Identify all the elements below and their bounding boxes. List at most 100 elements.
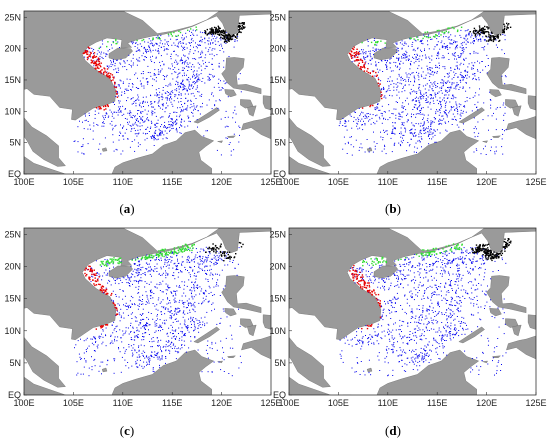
red-point: [103, 67, 105, 69]
blue-point: [193, 303, 195, 305]
blue-point: [445, 104, 447, 106]
blue-point: [145, 301, 147, 303]
blue-point: [94, 336, 96, 338]
green-point: [147, 256, 149, 258]
green-point: [163, 255, 165, 258]
blue-point: [190, 100, 192, 102]
blue-point: [416, 108, 418, 110]
blue-point: [109, 267, 111, 269]
blue-point: [214, 261, 216, 263]
blue-point: [195, 82, 196, 84]
blue-point: [204, 57, 206, 59]
blue-point: [393, 127, 395, 129]
blue-point: [456, 85, 458, 87]
blue-point: [187, 70, 189, 71]
blue-point: [450, 296, 452, 298]
blue-point: [453, 77, 455, 78]
blue-point: [182, 84, 184, 86]
blue-point: [448, 38, 450, 40]
blue-point: [215, 264, 217, 265]
blue-point: [171, 124, 173, 126]
blue-point: [141, 280, 143, 282]
blue-point: [177, 97, 179, 99]
land-malaya: [24, 336, 66, 388]
blue-point: [389, 76, 391, 78]
blue-point: [121, 356, 123, 358]
blue-point: [149, 324, 151, 326]
blue-point: [454, 109, 456, 111]
blue-point: [376, 335, 378, 337]
blue-point: [166, 96, 168, 98]
blue-point: [398, 91, 400, 93]
blue-point: [414, 132, 416, 133]
blue-point: [223, 80, 225, 82]
blue-point: [161, 306, 163, 308]
blue-point: [472, 78, 474, 80]
blue-point: [405, 100, 406, 102]
blue-point: [188, 298, 190, 300]
red-point: [376, 74, 378, 76]
green-point: [183, 248, 185, 250]
blue-point: [162, 272, 164, 274]
blue-point: [158, 71, 160, 73]
blue-point: [421, 285, 423, 287]
blue-point: [419, 84, 421, 86]
blue-point: [80, 146, 82, 148]
blue-point: [92, 276, 94, 278]
blue-point: [213, 294, 215, 296]
blue-point: [189, 274, 191, 276]
blue-point: [216, 149, 218, 151]
land-mindanao: [506, 116, 536, 140]
blue-point: [169, 115, 170, 117]
blue-point: [130, 98, 132, 100]
blue-point: [141, 85, 143, 87]
blue-point: [401, 278, 402, 280]
blue-point: [161, 103, 163, 105]
blue-point: [134, 268, 136, 270]
green-point: [166, 253, 168, 256]
blue-point: [418, 60, 420, 62]
black-point: [484, 28, 486, 31]
blue-point: [438, 62, 440, 64]
blue-point: [135, 50, 137, 52]
blue-point: [371, 70, 373, 72]
blue-point: [378, 343, 380, 345]
blue-point: [151, 356, 153, 358]
blue-point: [396, 86, 398, 88]
blue-point: [372, 47, 374, 49]
blue-point: [112, 141, 114, 143]
green-point: [116, 42, 118, 45]
blue-point: [418, 89, 420, 91]
blue-point: [204, 270, 206, 272]
green-point: [146, 256, 148, 259]
blue-point: [225, 337, 227, 339]
blue-point: [400, 77, 402, 79]
blue-point: [181, 300, 183, 302]
blue-point: [474, 126, 476, 128]
blue-point: [140, 259, 142, 261]
blue-point: [443, 56, 445, 58]
blue-point: [131, 365, 133, 367]
blue-point: [101, 40, 103, 42]
blue-point: [197, 288, 198, 289]
blue-point: [490, 139, 492, 140]
black-point: [214, 31, 216, 33]
blue-point: [157, 50, 159, 52]
blue-point: [392, 125, 394, 127]
blue-point: [175, 307, 177, 309]
blue-point: [175, 312, 177, 314]
blue-point: [132, 352, 134, 354]
blue-point: [368, 120, 369, 122]
blue-point: [93, 49, 95, 50]
green-point: [141, 39, 143, 42]
blue-point: [87, 347, 88, 349]
blue-point: [187, 125, 189, 127]
black-point: [508, 23, 510, 25]
blue-point: [423, 123, 425, 125]
blue-point: [416, 53, 418, 55]
green-point: [167, 254, 169, 256]
blue-point: [120, 80, 122, 82]
blue-point: [167, 126, 169, 128]
blue-point: [436, 71, 438, 73]
blue-point: [176, 35, 178, 37]
